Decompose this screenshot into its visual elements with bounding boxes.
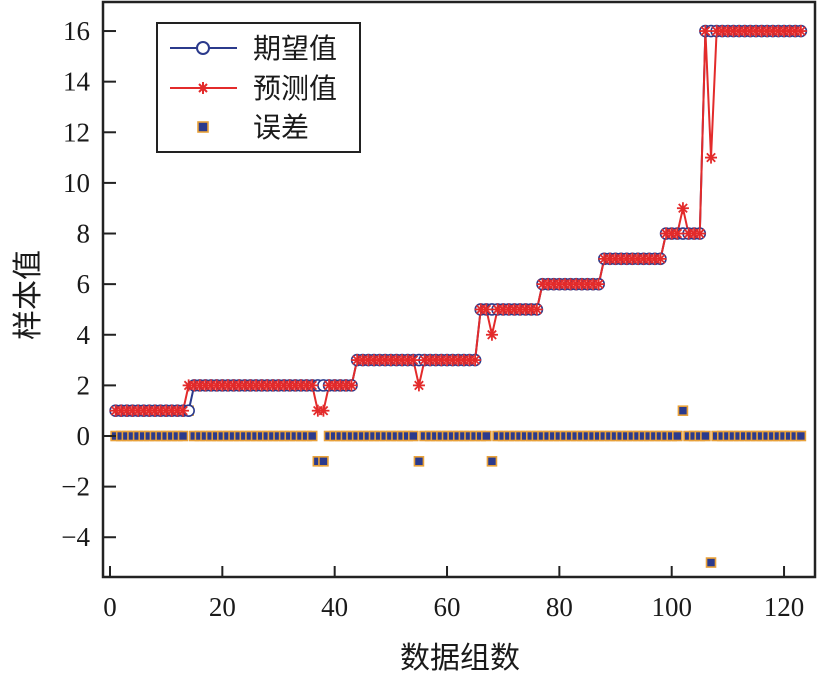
predicted-point (345, 379, 358, 392)
predicted-point (480, 303, 493, 316)
circle-marker-icon (196, 41, 210, 55)
predicted-point (794, 25, 807, 38)
error-point (672, 430, 683, 442)
y-tick-label: 12 (63, 117, 90, 147)
predicted-point (412, 379, 425, 392)
error-point (700, 430, 711, 442)
predicted-point (177, 404, 190, 417)
x-tick-label: 40 (321, 592, 348, 622)
y-tick-label: 2 (77, 370, 91, 400)
x-tick-label: 120 (764, 592, 805, 622)
x-tick-label: 80 (546, 592, 573, 622)
y-tick-label: 10 (63, 168, 90, 198)
y-tick-label: 14 (63, 67, 91, 97)
legend: 期望值 预测值 误差 (156, 22, 361, 153)
x-tick-label: 100 (651, 592, 692, 622)
y-tick-label: 8 (77, 219, 91, 249)
axes-frame (101, 0, 817, 579)
legend-item-error: 误差 (197, 111, 309, 144)
x-axis-title: 数据组数 (400, 641, 520, 674)
error-point (705, 557, 717, 568)
predicted-point (485, 328, 498, 341)
axis-ticks: 0 20 40 60 80 100 120 −4 −2 0 2 4 6 8 10 12 14 16 (61, 16, 804, 622)
legend-item-predicted: 预测值 (170, 72, 337, 105)
x-tick-label: 0 (103, 592, 117, 622)
error-point (481, 430, 492, 442)
predicted-series-markers (109, 25, 807, 417)
x-tick-label: 60 (434, 592, 461, 622)
legend-item-expected: 期望值 (170, 32, 337, 65)
error-point (486, 456, 498, 467)
predicted-point (654, 252, 667, 265)
predicted-point (306, 379, 319, 392)
y-tick-label: −2 (61, 472, 90, 502)
asterisk-marker-icon (197, 82, 209, 94)
y-tick-label: 4 (77, 320, 91, 350)
plot-area (109, 24, 808, 568)
error-point (413, 456, 425, 467)
error-point (408, 430, 419, 442)
y-axis-title: 样本值 (11, 250, 46, 340)
predicted-point (699, 25, 712, 38)
error-point (795, 430, 807, 442)
legend-label-predicted: 预测值 (253, 72, 337, 105)
error-point (177, 430, 189, 442)
predicted-point (407, 354, 420, 367)
y-tick-label: 16 (63, 16, 90, 46)
predicted-point (592, 278, 605, 291)
predicted-point (705, 151, 718, 164)
square-marker-icon (197, 121, 209, 133)
legend-label-error: 误差 (253, 111, 309, 144)
predicted-point (530, 303, 543, 316)
predicted-point (671, 227, 684, 240)
y-tick-label: −4 (61, 522, 90, 552)
error-series (110, 405, 807, 568)
predicted-point (693, 227, 706, 240)
error-point (306, 430, 318, 442)
x-tick-label: 20 (209, 592, 236, 622)
predicted-point (676, 202, 689, 215)
error-point (677, 405, 689, 416)
error-point (318, 456, 329, 467)
predicted-point (317, 404, 330, 417)
y-tick-label: 0 (77, 421, 91, 451)
legend-label-expected: 期望值 (253, 32, 337, 65)
y-tick-label: 6 (77, 269, 91, 299)
predicted-point (469, 354, 482, 367)
